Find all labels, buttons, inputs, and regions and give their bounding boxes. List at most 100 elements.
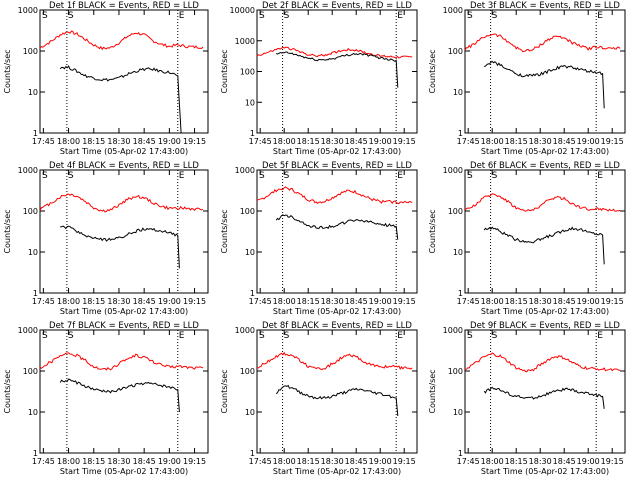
subplot-title: Det 6f BLACK = Events, RED = LLD bbox=[470, 161, 620, 171]
series-events-line bbox=[483, 226, 605, 265]
marker-label-s: S bbox=[492, 171, 498, 181]
y-axis-label: Counts/sec bbox=[428, 369, 437, 413]
plot-frame bbox=[256, 9, 418, 134]
y-tick-label: 1 bbox=[250, 129, 255, 138]
marker-label-e: E bbox=[597, 171, 603, 181]
y-tick-label: 10 bbox=[245, 98, 255, 107]
y-tick-label: 10000 bbox=[230, 6, 255, 15]
x-tick-label: 17:45 bbox=[457, 137, 480, 146]
x-axis-label: Start Time (05-Apr-02 17:43:00) bbox=[481, 147, 609, 156]
subplot-title: Det 7f BLACK = Events, RED = LLD bbox=[49, 321, 199, 331]
plot-frame bbox=[39, 329, 209, 454]
y-tick-label: 1 bbox=[250, 449, 255, 458]
x-tick-label: 18:00 bbox=[273, 137, 296, 146]
marker-label-e: E bbox=[179, 331, 185, 341]
y-tick-label: 10 bbox=[245, 248, 255, 257]
y-tick-label: 10 bbox=[28, 248, 38, 257]
subplot-title: Det 4f BLACK = Events, RED = LLD bbox=[49, 161, 199, 171]
y-tick-label: 10 bbox=[245, 408, 255, 417]
y-tick-label: 10 bbox=[28, 88, 38, 97]
marker-label-start: S bbox=[467, 11, 473, 21]
marker-label-e: E bbox=[179, 11, 185, 21]
marker-label-e: E bbox=[397, 11, 403, 21]
subplot-title: Det 1f BLACK = Events, RED = LLD bbox=[49, 1, 199, 11]
plot-frame bbox=[39, 9, 209, 134]
x-tick-label: 17:45 bbox=[457, 297, 480, 306]
subplot-title: Det 2f BLACK = Events, RED = LLD bbox=[262, 1, 412, 11]
y-tick-label: 1000 bbox=[18, 6, 38, 15]
x-tick-label: 19:00 bbox=[369, 457, 392, 466]
x-tick-label: 18:30 bbox=[321, 297, 344, 306]
x-tick-label: 18:15 bbox=[297, 297, 320, 306]
marker-label-s: S bbox=[284, 11, 290, 21]
series-lld-line bbox=[256, 186, 413, 205]
x-tick-label: 19:15 bbox=[183, 137, 206, 146]
y-tick-label: 100 bbox=[23, 47, 38, 56]
plot-frame bbox=[464, 329, 626, 454]
y-tick-label: 1 bbox=[458, 449, 463, 458]
x-tick-label: 19:15 bbox=[393, 457, 416, 466]
x-tick-label: 18:15 bbox=[505, 137, 528, 146]
x-tick-label: 19:00 bbox=[158, 457, 181, 466]
y-tick-label: 1000 bbox=[235, 166, 255, 175]
x-tick-label: 18:30 bbox=[529, 457, 552, 466]
series-events-line bbox=[484, 60, 605, 109]
y-tick-label: 100 bbox=[240, 367, 255, 376]
y-tick-label: 1000 bbox=[235, 37, 255, 46]
y-tick-label: 1000 bbox=[18, 326, 38, 335]
x-tick-label: 19:15 bbox=[393, 297, 416, 306]
y-tick-label: 10 bbox=[453, 248, 463, 257]
x-tick-label: 18:30 bbox=[321, 457, 344, 466]
y-axis-label: Counts/sec bbox=[3, 209, 12, 253]
y-tick-label: 1000 bbox=[18, 166, 38, 175]
series-lld-line bbox=[39, 352, 204, 371]
plot-frame bbox=[464, 169, 626, 294]
series-events-line bbox=[276, 51, 399, 88]
x-axis-label: Start Time (05-Apr-02 17:43:00) bbox=[60, 467, 188, 476]
marker-label-e: E bbox=[597, 11, 603, 21]
x-tick-label: 17:45 bbox=[249, 297, 272, 306]
series-lld-line bbox=[39, 193, 204, 213]
x-tick-label: 18:45 bbox=[133, 137, 156, 146]
x-tick-label: 18:00 bbox=[57, 457, 80, 466]
x-tick-label: 18:15 bbox=[297, 137, 320, 146]
marker-label-s: S bbox=[68, 11, 74, 21]
marker-label-start: S bbox=[259, 11, 265, 21]
y-tick-label: 1 bbox=[458, 289, 463, 298]
x-tick-label: 19:15 bbox=[183, 457, 206, 466]
x-tick-label: 18:00 bbox=[273, 297, 296, 306]
series-events-line bbox=[60, 225, 180, 269]
plot-frame bbox=[39, 169, 209, 294]
x-tick-label: 18:45 bbox=[345, 297, 368, 306]
y-tick-label: 100 bbox=[448, 47, 463, 56]
y-axis-label: Counts/sec bbox=[220, 209, 229, 253]
plot-frame bbox=[256, 169, 418, 294]
y-tick-label: 100 bbox=[448, 367, 463, 376]
y-tick-label: 100 bbox=[23, 367, 38, 376]
marker-label-s: S bbox=[68, 171, 74, 181]
x-tick-label: 19:15 bbox=[601, 297, 624, 306]
y-tick-label: 1000 bbox=[235, 326, 255, 335]
x-tick-label: 18:45 bbox=[133, 297, 156, 306]
marker-label-start: S bbox=[259, 331, 265, 341]
x-tick-label: 18:00 bbox=[481, 297, 504, 306]
x-tick-label: 19:15 bbox=[601, 137, 624, 146]
y-tick-label: 1000 bbox=[443, 6, 463, 15]
series-events-line bbox=[59, 378, 180, 413]
plot-frame bbox=[464, 9, 626, 134]
x-tick-label: 18:00 bbox=[273, 457, 296, 466]
y-tick-label: 1000 bbox=[443, 326, 463, 335]
y-tick-label: 10 bbox=[28, 408, 38, 417]
x-tick-label: 18:45 bbox=[345, 137, 368, 146]
x-tick-label: 18:30 bbox=[529, 137, 552, 146]
x-tick-label: 18:15 bbox=[505, 457, 528, 466]
marker-label-start: S bbox=[42, 11, 48, 21]
x-tick-label: 17:45 bbox=[249, 457, 272, 466]
x-tick-label: 19:00 bbox=[158, 297, 181, 306]
x-tick-label: 18:00 bbox=[481, 457, 504, 466]
series-events-line bbox=[59, 65, 182, 134]
